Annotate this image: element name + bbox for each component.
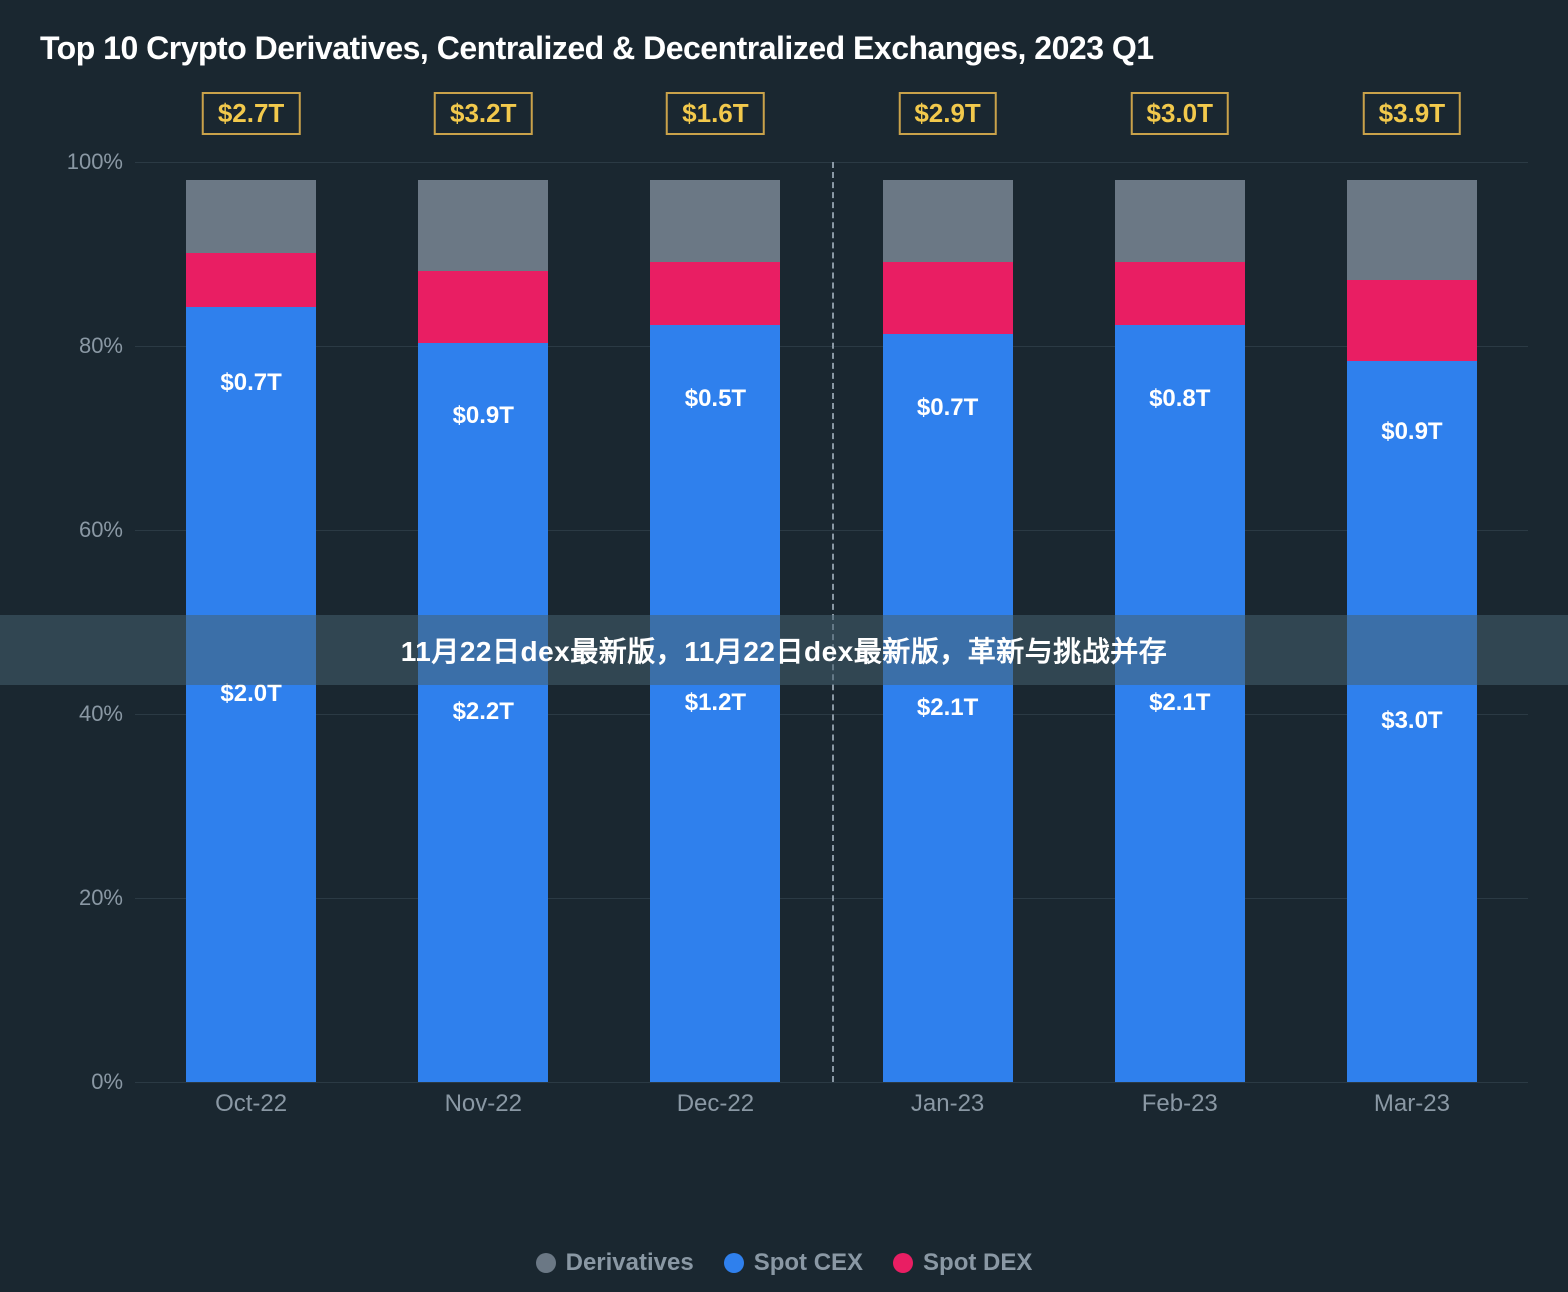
bar-segment-spot-cex: $2.0T$0.7T [186,307,316,1082]
legend-label: Derivatives [566,1249,694,1277]
bar-segment-derivatives [1347,180,1477,279]
bar-value-label-mid: $0.9T [1347,418,1477,446]
bar-segment-spot-cex: $1.2T $0.5T [650,325,780,1082]
legend-item: Spot DEX [893,1249,1032,1277]
legend-label: Spot DEX [923,1249,1032,1277]
bar-value-label-mid: $0.9T [418,402,548,430]
legend-label: Spot CEX [754,1249,863,1277]
bar-segment-spot-dex [1115,262,1245,325]
x-axis: Oct-22 Nov-22 Dec-22 Jan-23 Feb-23 Mar-23 [135,1082,1528,1142]
bar-segment-derivatives [1115,180,1245,261]
x-tick-label: Nov-22 [445,1090,522,1118]
chart-title: Top 10 Crypto Derivatives, Centralized &… [40,30,1528,67]
bar-value-label-cex: $2.2T [418,698,548,726]
x-tick-label: Mar-23 [1374,1090,1450,1118]
y-tick-label: 100% [67,149,123,175]
x-tick-label: Dec-22 [677,1090,754,1118]
y-tick-label: 40% [79,701,123,727]
bar-value-label-mid: $0.7T [186,369,316,397]
bar-value-label-cex: $3.0T [1347,707,1477,735]
bar-segment-spot-dex [883,262,1013,334]
total-badge: $2.9T [898,92,997,135]
bar-segment-derivatives [418,180,548,270]
bar-value-label-cex: $2.1T [883,694,1013,722]
y-tick-label: 60% [79,517,123,543]
bar-segment-spot-dex [650,262,780,325]
total-badge: $3.2T [434,92,533,135]
bar-segment-spot-cex: $2.1T $0.8T [1115,325,1245,1082]
x-tick-label: Oct-22 [215,1090,287,1118]
bar-segment-derivatives [650,180,780,261]
x-tick-label: Jan-23 [911,1090,984,1118]
watermark-overlay-text: 11月22日dex最新版，11月22日dex最新版，革新与挑战并存 [401,630,1168,670]
total-badge: $3.0T [1131,92,1230,135]
bar-value-label-mid: $0.5T [650,385,780,413]
bar-segment-spot-dex [186,253,316,307]
bar-segment-spot-cex: $2.1T $0.7T [883,334,1013,1082]
bar-segment-derivatives [186,180,316,252]
bar-segment-spot-cex: $3.0T $0.9T [1347,361,1477,1082]
legend-item: Derivatives [536,1249,694,1277]
total-badge: $2.7T [202,92,301,135]
total-badges-row: $2.7T $3.2T $1.6T $2.9T $3.0T $3.9T [135,92,1528,152]
bar-segment-spot-dex [418,271,548,343]
bar-segment-derivatives [883,180,1013,261]
legend-swatch [724,1253,744,1273]
y-tick-label: 80% [79,333,123,359]
watermark-overlay-band: 11月22日dex最新版，11月22日dex最新版，革新与挑战并存 [0,615,1568,685]
total-badge: $1.6T [666,92,765,135]
legend-swatch [536,1253,556,1273]
legend-item: Spot CEX [724,1249,863,1277]
bar-value-label-mid: $0.7T [883,394,1013,422]
bar-segment-spot-dex [1347,280,1477,361]
bar-segment-spot-cex: $2.2T $0.9T [418,343,548,1082]
total-badge: $3.9T [1363,92,1462,135]
legend-swatch [893,1253,913,1273]
chart-legend: Derivatives Spot CEX Spot DEX [0,1249,1568,1277]
bar-value-label-cex: $2.1T [1115,689,1245,717]
y-tick-label: 20% [79,885,123,911]
y-tick-label: 0% [91,1069,123,1095]
x-tick-label: Feb-23 [1142,1090,1218,1118]
bar-value-label-cex: $1.2T [650,689,780,717]
bar-value-label-mid: $0.8T [1115,385,1245,413]
